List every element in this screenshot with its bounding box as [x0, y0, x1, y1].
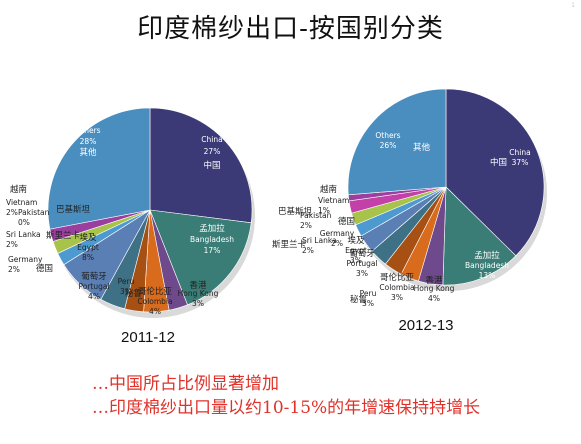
slice-label-portugal-label: Portugal: [78, 282, 109, 291]
slice-cn-peru: 秘鲁: [125, 288, 142, 299]
slice-label-hong-kong-pct: 3%: [192, 299, 204, 308]
slice-cn-germany: 德国: [338, 216, 355, 227]
slice-label-colombia-pct: 4%: [149, 307, 161, 316]
pie-slice-china: [445, 88, 545, 257]
slice-label-portugal-pct: 3%: [356, 269, 368, 278]
slice-label-hong-kong-cn: 香港: [425, 275, 443, 286]
slice-label-colombia-cn: 哥伦比亚: [380, 272, 415, 283]
slice-label-bangladesh-cn: 孟加拉: [474, 250, 500, 261]
slice-label-bangladesh-label: Bangladesh: [465, 261, 509, 270]
slice-label-vietnam-label: Vietnam: [318, 196, 349, 205]
pie-slice-china: [149, 107, 253, 224]
slice-label-china-label: China: [201, 135, 222, 144]
slice-label-hong-kong-label: Hong Kong: [414, 284, 455, 293]
slice-label-germany-label: Germany: [320, 229, 355, 238]
slice-label-sri-lanka-label: Sri Lanka: [6, 230, 41, 239]
page-number: 1: [571, 2, 575, 9]
slice-label-egypt-cn: 埃及: [79, 232, 97, 243]
slice-label-portugal-label: Portugal: [346, 259, 377, 268]
slice-label-others-cn: 其他: [79, 147, 97, 158]
pie-slice-bangladesh: [149, 209, 252, 306]
pie-slice-bangladesh: [442, 186, 517, 286]
slice-label-portugal-cn: 葡萄牙: [349, 248, 375, 259]
pie-slice-others: [47, 107, 151, 230]
slice-label-germany-pct: 2%: [331, 239, 343, 248]
slice-cn-peru: 秘鲁: [350, 294, 367, 305]
slice-label-sri-lanka-label: Sri Lanka: [302, 236, 337, 245]
slice-label-hong-kong-label: Hong Kong: [178, 289, 219, 298]
slice-label-egypt-pct: 3%: [350, 256, 362, 265]
slice-cn-germany: 德国: [36, 263, 53, 274]
slice-label-colombia-cn: 哥伦比亚: [138, 286, 173, 297]
slice-label-egypt-cn: 埃及: [347, 235, 365, 246]
slice-cn-vietnam: 越南: [10, 184, 27, 195]
slice-label-portugal-pct: 4%: [88, 292, 100, 301]
slice-label-colombia-label: Colombia: [379, 283, 414, 292]
pie-slice-others: [347, 88, 447, 196]
slice-label-pakistan-pct: 2%: [300, 221, 312, 230]
slice-label-bangladesh-label: Bangladesh: [190, 235, 234, 244]
slice-label-vietnam-label: Vietnam: [6, 198, 37, 207]
slice-cn-sri-lanka: 斯里兰卡: [272, 239, 307, 250]
slice-label-bangladesh-cn: 孟加拉: [199, 223, 225, 234]
slice-cn-sri-lanka: 斯里兰卡: [46, 230, 81, 241]
slice-label-colombia-pct: 3%: [391, 293, 403, 302]
slice-cn-vietnam: 越南: [320, 184, 337, 195]
slice-label-vietnam-pct: 2%: [6, 208, 18, 217]
slice-label-egypt-label: Egypt: [345, 246, 367, 255]
slice-label-china-pct: 27%: [204, 147, 221, 156]
notes: …中国所占比例显著增加 …印度棉纱出口量以约10-15%的年增速保持持增长: [92, 372, 480, 420]
slice-label-peru-label: Peru: [118, 277, 135, 286]
slice-label-germany-pct: 2%: [8, 265, 20, 274]
slice-label-egypt-pct: 8%: [82, 253, 94, 262]
slice-label-vietnam-pct: 1%: [318, 206, 330, 215]
slice-label-pakistan-label: Pakistan: [18, 208, 50, 217]
slice-label-colombia-label: Colombia: [137, 297, 172, 306]
slice-label-pakistan-label: Pakistan: [300, 211, 332, 220]
page-title: 印度棉纱出口-按国别分类: [137, 14, 444, 44]
slice-cn-pakistan: 巴基斯坦: [56, 204, 91, 215]
note-2: …印度棉纱出口量以约10-15%的年增速保持持增长: [92, 398, 481, 418]
slice-label-germany-label: Germany: [8, 255, 43, 264]
slice-label-egypt-label: Egypt: [77, 243, 99, 252]
slice-label-hong-kong-pct: 4%: [428, 294, 440, 303]
slice-label-hong-kong-cn: 香港: [189, 280, 207, 291]
chart-title-2012-13: 2012-13: [398, 317, 453, 334]
slice-cn-others: 其他: [413, 142, 431, 153]
slice-label-china-label: China: [509, 148, 530, 157]
slice-label-china-pct: 37%: [512, 158, 529, 167]
slice-label-bangladesh-pct: 17%: [204, 246, 221, 255]
slice-label-others-label: Others: [75, 126, 100, 135]
slice-label-others-pct: 26%: [380, 141, 397, 150]
slice-cn-pakistan: 巴基斯坦: [278, 206, 313, 217]
slice-label-others-pct: 28%: [80, 137, 97, 146]
chart-title-2011-12: 2011-12: [121, 329, 175, 346]
slice-label-peru-pct: 3%: [362, 299, 374, 308]
slice-label-bangladesh-pct: 13%: [479, 271, 496, 280]
slice-label-pakistan-pct: 0%: [18, 218, 30, 227]
slice-label-sri-lanka-pct: 2%: [6, 240, 18, 249]
slice-cn-china: 中国: [490, 157, 507, 168]
slice-label-china-cn: 中国: [203, 160, 220, 171]
slice-label-others-label: Others: [375, 131, 400, 140]
slice-label-portugal-cn: 葡萄牙: [81, 271, 107, 282]
slice-label-peru-label: Peru: [360, 289, 377, 298]
slice-label-peru-pct: 3%: [120, 287, 132, 296]
slice-label-sri-lanka-pct: 2%: [302, 246, 314, 255]
note-1: …中国所占比例显著增加: [92, 374, 279, 394]
